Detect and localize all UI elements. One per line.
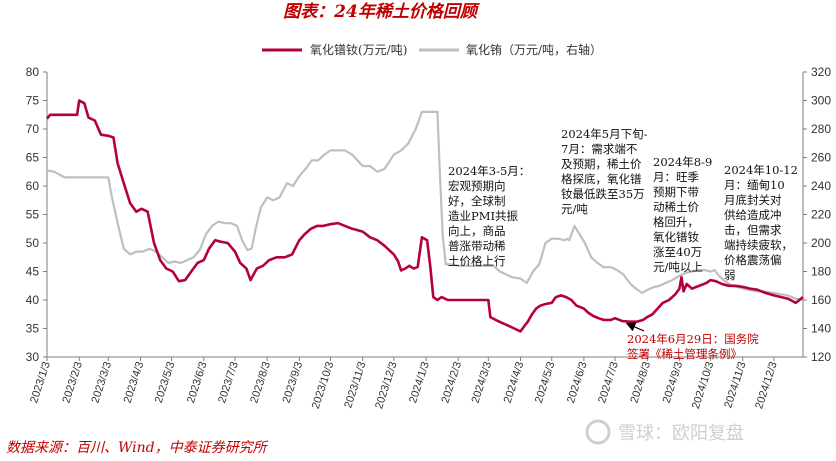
x-axis-tick-label: 2024/1/3 (407, 360, 432, 404)
annotation-2: 2024年5月下旬-7月：需求端不及预期，稀土价格探底，氧化镨钕最低跌至35万元… (561, 127, 648, 216)
right-axis-tick-label: 200 (811, 236, 831, 250)
x-axis-tick-label: 2023/5/3 (153, 360, 178, 404)
left-axis-tick-label: 75 (26, 94, 40, 108)
x-axis-tick-label: 2023/8/3 (248, 360, 273, 404)
right-axis-tick-label: 320 (811, 65, 831, 79)
x-axis-tick-label: 2023/2/3 (60, 360, 85, 404)
legend-label-praseodymium-neodymium-oxide: 氧化镨钕(万元/吨) (310, 42, 407, 57)
left-axis-tick-label: 40 (26, 293, 40, 307)
legend: 氧化镨钕(万元/吨) 氧化铕（万元/吨，右轴） (262, 42, 602, 57)
snowball-logo-icon (585, 419, 611, 445)
right-axis-tick-label: 300 (811, 94, 831, 108)
x-axis-tick-label: 2023/10/3 (310, 360, 337, 410)
right-axis-tick-label: 160 (811, 293, 831, 307)
left-axis-tick-label: 80 (26, 65, 40, 79)
x-axis-tick-label: 2024/12/3 (753, 360, 780, 410)
series-line-europium-oxide (46, 110, 804, 302)
x-axis-tick-label: 2023/1/3 (28, 360, 53, 404)
series-line-praseodymium-neodymium-oxide (45, 99, 804, 333)
x-axis-tick-label: 2024/8/3 (628, 360, 653, 404)
annotation-arrow (625, 322, 645, 332)
right-axis-tick-label: 220 (811, 208, 831, 222)
right-axis-tick-label: 120 (811, 350, 831, 364)
left-axis-tick-label: 70 (26, 122, 40, 136)
x-axis-tick-label: 2023/6/3 (185, 360, 210, 404)
plot-area (45, 99, 804, 333)
annotation-5: 2024年6月29日：国务院签署《稀土管理条例》 (627, 332, 759, 361)
x-axis-tick-label: 2023/7/3 (216, 360, 241, 404)
left-axis-tick-label: 35 (26, 322, 40, 336)
watermark: 雪球：欧阳复盘 (585, 419, 744, 445)
x-axis-tick-label: 2024/11/3 (722, 360, 748, 409)
right-axis-tick-label: 280 (811, 122, 831, 136)
watermark-text: 雪球：欧阳复盘 (618, 423, 744, 444)
x-axis-tick-label: 2024/3/3 (470, 360, 495, 404)
x-axis-tick-label: 2024/5/3 (533, 360, 558, 404)
x-axis-tick-label: 2024/10/3 (690, 360, 717, 410)
right-axis-tick-label: 240 (811, 179, 831, 193)
x-axis-tick-label: 2023/3/3 (89, 360, 114, 404)
annotations: 2024年3-5月：宏观预期向好，全球制造业PMI共振向上，商品普涨带动稀土价格… (448, 127, 798, 361)
left-axis-tick-label: 65 (26, 151, 40, 165)
annotation-3: 2024年8-9 月：旺季预期下带动稀土价格回升，氧化镨钕涨至40万元/吨以上 (653, 155, 712, 274)
right-axis-tick-label: 180 (811, 265, 831, 279)
left-axis-tick-label: 50 (26, 236, 40, 250)
x-axis-tick-label: 2023/9/3 (281, 360, 306, 404)
x-axis-tick-label: 2024/9/3 (661, 360, 686, 404)
left-axis-tick-label: 55 (26, 208, 40, 222)
x-axis-tick-label: 2024/2/3 (439, 360, 464, 404)
annotation-1: 2024年3-5月：宏观预期向好，全球制造业PMI共振向上，商品普涨带动稀土价格… (448, 164, 530, 268)
left-axis-tick-label: 60 (26, 179, 40, 193)
left-axis-tick-label: 45 (26, 265, 40, 279)
annotation-4: 2024年10-12 月：缅甸10 月底封关对供给造成冲击，但需求端持续疲软，价格震… (724, 163, 798, 282)
x-axis-tick-label: 2023/12/3 (373, 360, 400, 410)
chart-title: 图表：24年稀土价格回顾 (283, 2, 480, 22)
x-axis-tick-label: 2024/4/3 (502, 360, 527, 404)
x-axis-tick-label: 2023/4/3 (122, 360, 147, 404)
legend-label-europium-oxide: 氧化铕（万元/吨，右轴） (466, 42, 602, 57)
right-axis-tick-label: 260 (811, 151, 831, 165)
x-axis-tick-label: 2024/7/3 (596, 360, 621, 404)
x-axis-tick-label: 2023/11/3 (342, 360, 368, 409)
x-axis-tick-label: 2024/6/3 (565, 360, 590, 404)
left-axis-tick-label: 30 (26, 350, 40, 364)
right-axis-tick-label: 140 (811, 322, 831, 336)
data-source-note: 数据来源：百川、Wind，中泰证券研究所 (6, 440, 269, 456)
